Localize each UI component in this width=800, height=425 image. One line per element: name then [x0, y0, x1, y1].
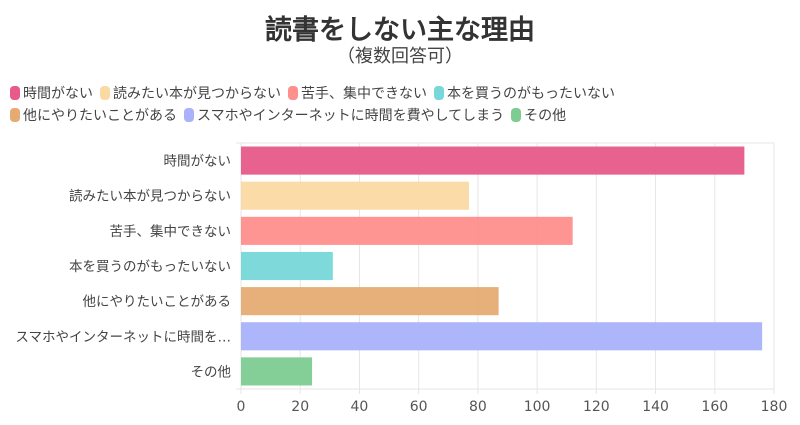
- x-tick-label: 80: [469, 399, 487, 415]
- y-tick-label: 読みたい本が見つからない: [69, 189, 231, 205]
- legend-label: 他にやりたいことがある: [23, 108, 177, 124]
- bar-3: [241, 251, 333, 281]
- legend-item-0[interactable]: 時間がない: [10, 83, 93, 103]
- chart-legend[interactable]: 時間がない 読みたい本が見つからない 苦手、集中できない 本を買うのがもったいな…: [10, 82, 790, 126]
- x-tick-label: 100: [524, 399, 551, 415]
- legend-item-4[interactable]: 他にやりたいことがある: [10, 105, 177, 125]
- legend-label: 本を買うのがもったいない: [447, 86, 615, 102]
- legend-swatch: [184, 108, 194, 122]
- legend-row-2: 他にやりたいことがある スマホやインターネットに時間を費やしてしまう その他: [10, 104, 790, 126]
- y-tick-label: 他にやりたいことがある: [83, 294, 232, 310]
- x-tick-label: 120: [583, 399, 610, 415]
- x-tick-label: 40: [351, 399, 369, 415]
- bar-0: [241, 146, 745, 175]
- legend-swatch: [10, 86, 20, 100]
- y-tick-label: 苦手、集中できない: [110, 224, 232, 240]
- x-tick-label: 20: [291, 399, 309, 415]
- bar-4: [241, 287, 499, 316]
- x-tick-label: 160: [701, 399, 728, 415]
- legend-item-1[interactable]: 読みたい本が見つからない: [100, 83, 281, 103]
- bar-1: [241, 181, 470, 210]
- bar-5: [241, 322, 763, 351]
- legend-swatch: [434, 86, 444, 100]
- x-tick-label: 0: [237, 399, 246, 415]
- y-tick-label: 本を買うのがもったいない: [69, 259, 231, 275]
- y-tick-label: スマホやインターネットに時間を…: [15, 329, 231, 345]
- bar-6: [241, 357, 313, 386]
- legend-label: スマホやインターネットに時間を費やしてしまう: [197, 108, 505, 124]
- legend-swatch: [10, 108, 20, 122]
- legend-item-5[interactable]: スマホやインターネットに時間を費やしてしまう: [184, 105, 504, 125]
- legend-item-3[interactable]: 本を買うのがもったいない: [434, 83, 615, 103]
- legend-item-2[interactable]: 苦手、集中できない: [288, 83, 427, 103]
- legend-row-1: 時間がない 読みたい本が見つからない 苦手、集中できない 本を買うのがもったいな…: [10, 82, 790, 104]
- legend-item-6[interactable]: その他: [511, 105, 566, 125]
- y-tick-label: その他: [191, 364, 232, 380]
- chart-subtitle: （複数回答可）: [337, 46, 463, 67]
- legend-label: 時間がない: [23, 86, 93, 102]
- legend-swatch: [100, 86, 110, 100]
- legend-label: 読みたい本が見つからない: [113, 86, 281, 102]
- x-tick-label: 60: [410, 399, 428, 415]
- chart-title: 読書をしない主な理由: [265, 15, 535, 46]
- x-tick-label: 140: [642, 399, 669, 415]
- y-tick-label: 時間がない: [164, 154, 232, 170]
- legend-swatch: [288, 86, 298, 100]
- legend-label: 苦手、集中できない: [301, 86, 427, 102]
- x-tick-label: 180: [761, 399, 788, 415]
- legend-label: その他: [524, 108, 567, 124]
- legend-swatch: [511, 108, 522, 122]
- bar-2: [241, 216, 573, 245]
